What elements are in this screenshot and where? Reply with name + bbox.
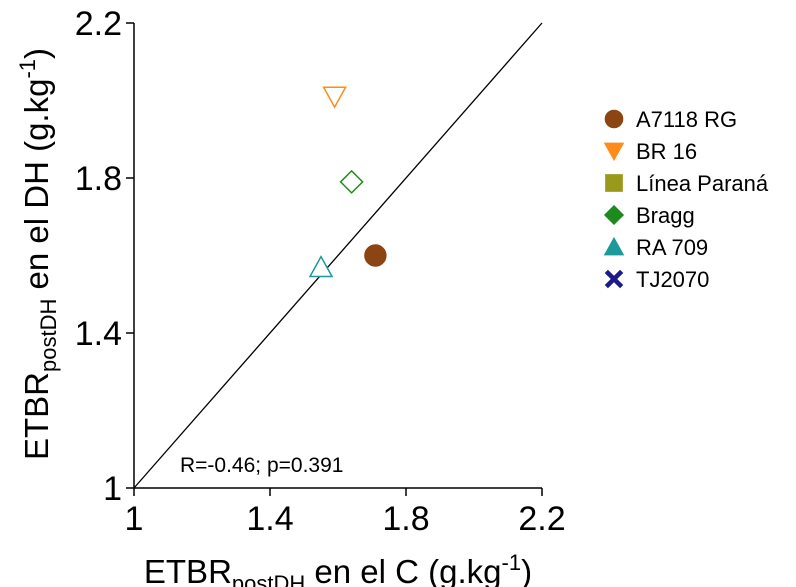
legend-marker-a7118-rg	[604, 109, 624, 129]
legend-label-l-nea-paran-: Línea Paraná	[636, 171, 769, 196]
y-axis-label-rest: en el DH (g.kg	[18, 79, 55, 299]
x-tick-label: 1	[125, 500, 144, 538]
legend-label-br-16: BR 16	[636, 139, 697, 164]
legend: A7118 RG BR 16 Línea Paraná Bragg RA 709 TJ20…	[603, 107, 769, 292]
x-axis-label: ETBRpostDH en el C (g.kg-1)	[144, 550, 532, 587]
legend-marker-br-16	[603, 142, 625, 162]
y-axis-label: ETBRpostDH en el DH (g.kg-1)	[15, 48, 61, 460]
y-tick-label: 1.8	[75, 160, 122, 198]
y-tick-label: 1	[103, 470, 122, 508]
x-tick-label: 1.8	[382, 500, 429, 538]
legend-marker-ra-709	[603, 236, 625, 256]
data-point-ra-709	[308, 255, 334, 278]
legend-marker-bragg	[603, 204, 625, 226]
x-axis-label-sub: postDH	[232, 571, 305, 587]
y-axis-label-sup: -1	[15, 59, 40, 79]
x-tick-label: 1.4	[246, 500, 293, 538]
x-marker-stroke	[604, 269, 624, 289]
y-tick-label: 2.2	[75, 5, 122, 43]
x-axis-label-sup: -1	[502, 550, 522, 575]
y-axis-label-main: ETBR	[18, 372, 55, 460]
y-tick-label: 1.4	[75, 315, 122, 353]
plot-area: 1 1.4 1.8 2.2 1 1.4 1.8 2.2	[75, 5, 566, 538]
legend-label-ra-709: RA 709	[636, 235, 708, 260]
y-axis-label-sub: postDH	[36, 299, 61, 372]
y-axis-label-end: )	[18, 48, 55, 59]
correlation-annotation: R=-0.46; p=0.391	[180, 454, 343, 477]
x-axis-label-rest: en el C (g.kg	[305, 553, 501, 587]
data-point-a7118-rg	[364, 244, 387, 267]
x-axis-label-main: ETBR	[144, 553, 232, 587]
legend-label-bragg: Bragg	[636, 203, 695, 228]
reference-line-1to1	[133, 22, 543, 489]
legend-label-a7118-rg: A7118 RG	[636, 107, 737, 132]
x-tick-label: 2.2	[518, 500, 565, 538]
data-point-bragg	[339, 169, 364, 194]
data-point-br-16	[322, 86, 347, 109]
legend-marker-tj2070	[604, 269, 624, 289]
legend-marker-l-nea-paran-	[605, 174, 623, 192]
x-axis-label-end: )	[521, 553, 532, 587]
legend-label-tj2070: TJ2070	[636, 267, 709, 292]
